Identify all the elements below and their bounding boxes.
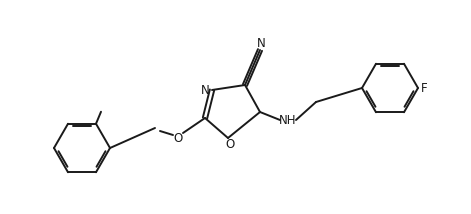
- Text: F: F: [421, 82, 427, 95]
- Text: NH: NH: [279, 113, 297, 126]
- Text: O: O: [173, 131, 183, 144]
- Text: O: O: [226, 138, 235, 152]
- Text: N: N: [257, 37, 265, 49]
- Text: N: N: [201, 83, 210, 97]
